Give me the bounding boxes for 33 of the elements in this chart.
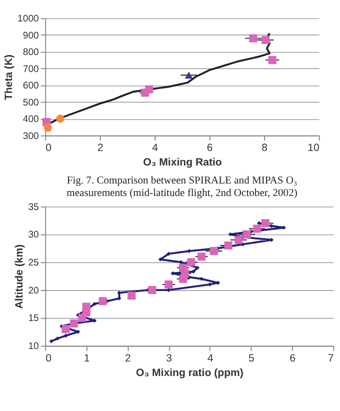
x-tick-label: 2 xyxy=(97,142,104,154)
x-tick-label: 7 xyxy=(328,352,334,365)
caption: Fig. 7. Comparison between SPIRALE and MIPAS O₃ measurements (mid-latitude flight, 2nd October, 2002) xyxy=(66,175,298,199)
y-tick-label: 700 xyxy=(22,64,39,75)
x-tick-label: 4 xyxy=(152,142,158,154)
x-tick-label: 4 xyxy=(207,352,214,365)
y-tick-label: 10 xyxy=(28,341,39,352)
x-tick-label: 0 xyxy=(46,142,52,154)
x-axis-title: O₃ Mixing Ratio xyxy=(143,156,222,169)
x-tick-label: 6 xyxy=(206,142,213,154)
x-tick-label: 10 xyxy=(308,142,320,154)
y-tick-label: 900 xyxy=(22,30,39,42)
x-axis-title: O₃ Mixing ratio (ppm) xyxy=(136,366,244,379)
y-axis-title: Altitude (km) xyxy=(13,244,26,309)
x-tick-label: 2 xyxy=(125,352,132,365)
y-tick-label: 35 xyxy=(28,202,39,213)
y-tick-label: 800 xyxy=(22,47,39,58)
y-tick-label: 600 xyxy=(22,80,39,92)
x-tick-label: 5 xyxy=(248,352,254,365)
y-tick-label: 1000 xyxy=(18,14,39,25)
y-tick-label: 300 xyxy=(22,130,39,142)
y-tick-label: 30 xyxy=(28,230,39,241)
x-tick-label: 0 xyxy=(46,352,52,365)
y-tick-label: 400 xyxy=(22,114,39,126)
y-axis-title: Theta (K) xyxy=(2,54,15,100)
y-tick-label: 500 xyxy=(22,97,39,108)
y-tick-label: 25 xyxy=(28,258,39,269)
x-tick-label: 6 xyxy=(290,352,296,365)
y-tick-label: 20 xyxy=(28,285,39,296)
x-tick-label: 1 xyxy=(84,352,90,365)
y-tick-label: 15 xyxy=(28,313,39,324)
x-tick-label: 8 xyxy=(262,142,268,154)
x-tick-label: 3 xyxy=(166,352,172,365)
